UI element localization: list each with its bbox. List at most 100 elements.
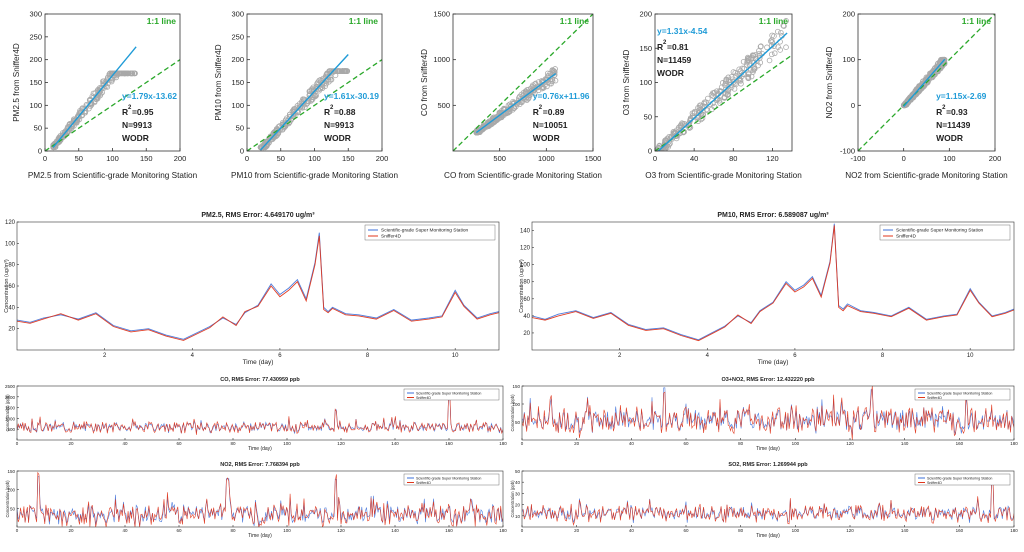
scatter-point [748,67,754,73]
y-tick-label: 150 [7,469,15,474]
legend-box [403,388,500,401]
scatter-point [343,68,349,74]
x-axis-title: PM2.5 from Scientific-grade Monitoring S… [28,171,198,180]
scatter-point [265,138,272,144]
scatter-point [906,96,912,102]
x-tick-label: 100 [792,528,800,533]
axes-frame [531,221,1015,351]
scatter-point [325,77,332,83]
scatter-point [704,107,711,114]
y-tick-label: 100 [842,55,855,64]
x-tick-label: 120 [846,441,854,446]
x-tick-label: 0 [16,528,19,533]
x-tick-label: 1500 [585,154,602,163]
y-tick-label: 50 [515,469,521,474]
x-tick-label: 10 [967,353,974,359]
legend-label: Sniffer4D [896,234,916,240]
legend-box [914,473,1011,486]
x-tick-label: 6 [793,353,797,359]
y-tick-label: 100 [231,101,244,110]
x-tick-label: 40 [122,441,128,446]
y-tick-label: 500 [437,101,450,110]
x-tick-label: 60 [683,441,689,446]
axes-frame [521,385,1015,441]
x-tick-label: 40 [629,441,635,446]
legend: Scientific-grade Super Monitoring Statio… [403,473,500,486]
scatter-point [312,93,319,100]
scatter-point [341,68,347,74]
y-tick-label: 20 [515,503,521,508]
y-tick-label: 0 [648,147,652,156]
x-tick-label: 80 [738,441,744,446]
legend: Scientific-grade Super Monitoring Statio… [914,388,1011,401]
x-tick-label: 40 [122,528,128,533]
fit-line [657,32,788,151]
scatter-point [703,99,709,106]
scatter-point [941,61,948,67]
n-label: N=9913 [122,120,152,130]
timeseries-panel-5: NO2, RMS Error: 7.768394 ppb 0 20 40 60 80 100… [5,462,507,539]
scatter-point [285,120,292,127]
fit-line [52,46,137,148]
scatter-point [680,129,687,136]
y-tick-label: 1500 [433,10,450,19]
scatter-point [777,47,783,53]
timeseries-panel-6: SO2, RMS Error: 1.269944 ppb 0 20 40 60 80 100… [510,462,1018,539]
y-tick-label: 40 [523,314,530,320]
axes-frame [16,221,500,351]
x-tick-label: 120 [337,441,345,446]
scatter-point [307,88,313,94]
scatter-point [544,70,551,77]
scatter-point [296,104,303,110]
n-label: N=10051 [533,120,568,130]
y-tick-label: 100 [639,78,652,87]
timeseries-panel-2: PM10, RMS Error: 6.589087 ug/m³ 2 4 6 8 10 20 4… [519,212,1015,366]
series-line-reference [17,476,503,526]
x-tick-label: 60 [683,528,689,533]
chart-title: PM2.5, RMS Error: 4.649170 ug/m³ [201,212,315,219]
scatter-point [317,86,323,92]
series-line-sniffer4d [17,235,499,341]
scatter-point [752,52,759,58]
series-line-sniffer4d [522,386,1014,440]
legend-label: Scientific-grade Super Monitoring Statio… [927,477,992,481]
legend-box [364,224,496,241]
series-line-sniffer4d [532,225,1014,342]
x-tick-label: 80 [230,441,236,446]
y-tick-label: 150 [639,44,652,53]
r2-superscript: 2 [942,105,946,111]
y-tick-label: 50 [515,420,521,425]
fit-equation: y=0.76x+11.96 [533,91,590,101]
x-tick-label: 50 [277,154,285,163]
scatter-point [264,138,271,145]
scatter-point [783,44,789,51]
scatter-point [755,62,761,69]
x-tick-label: 100 [283,441,291,446]
scatter-point [771,50,778,57]
scatter-point [534,83,540,90]
y-tick-label: 100 [512,402,520,407]
x-tick-label: 180 [499,528,507,533]
x-tick-label: 40 [629,528,635,533]
timeseries-panel-1: PM2.5, RMS Error: 4.649170 ug/m³ 2 4 6 8 10 20… [4,212,500,366]
scatter-point [544,73,551,79]
legend-label: Scientific-grade Super Monitoring Statio… [416,392,481,396]
x-tick-label: 180 [1010,528,1018,533]
y-tick-label: 140 [520,229,531,235]
one-to-one-line [858,14,995,151]
y-tick-label: 100 [520,263,531,269]
y-tick-label: 40 [515,480,521,485]
fit-equation: y=1.61x-30.19 [324,91,379,101]
x-tick-label: 50 [75,154,83,163]
y-axis-title: Concentration (ug/m³) [4,259,10,313]
scatter-panel-5: -100 0 100 200 -100 0 100 200 NO2 from Scientifi… [825,10,1008,181]
x-tick-label: 150 [140,154,153,163]
scatter-point [261,141,268,148]
x-tick-label: 80 [738,528,744,533]
scatter-point [111,70,118,77]
y-tick-label: 20 [8,327,15,333]
axes-frame [452,13,594,152]
y-axis-title: Concentration (ug/m³) [519,259,525,313]
r2-superscript: 2 [663,40,667,46]
axes-frame [857,13,996,152]
